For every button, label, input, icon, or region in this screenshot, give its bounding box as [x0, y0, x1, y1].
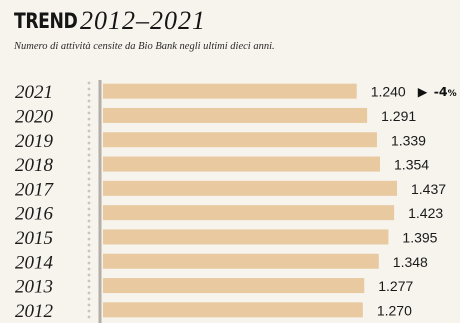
axis-dot: [87, 117, 91, 121]
bar-2017: [103, 180, 397, 196]
bar-series: [103, 83, 397, 318]
axis-dot: [87, 237, 91, 241]
axis-dot: [87, 285, 91, 289]
axis-dot: [87, 183, 91, 187]
axis-dot: [87, 255, 91, 259]
axis-dot: [87, 309, 91, 313]
bar-2015: [103, 229, 389, 245]
axis-dot: [87, 195, 91, 199]
change-annotation: -4%: [434, 84, 457, 99]
axis-dot: [87, 87, 91, 91]
title-years: 2012–2021: [80, 6, 206, 35]
value-label-2014: 1.348: [393, 254, 428, 270]
axis-dot: [87, 93, 91, 97]
axis-dot: [87, 291, 91, 295]
category-label-2018: 2018: [15, 155, 54, 176]
value-label-2016: 1.423: [408, 205, 443, 221]
category-label-2020: 2020: [15, 106, 54, 127]
axis-dot: [87, 249, 91, 253]
axis-dot: [87, 207, 91, 211]
axis-dot: [87, 189, 91, 193]
value-label-2020: 1.291: [381, 108, 416, 124]
bar-2018: [103, 156, 381, 172]
y-axis: [87, 80, 102, 323]
category-label-2017: 2017: [15, 179, 55, 200]
axis-dot: [87, 99, 91, 103]
axis-dot: [87, 153, 91, 157]
axis-dot: [87, 243, 91, 247]
axis-dot: [87, 123, 91, 127]
axis-dot: [87, 105, 91, 109]
axis-dot: [87, 225, 91, 229]
axis-dot: [87, 165, 91, 169]
category-label-2015: 2015: [15, 228, 53, 249]
axis-dot: [87, 141, 91, 145]
axis-dot: [87, 177, 91, 181]
axis-dot: [87, 261, 91, 265]
bar-2020: [103, 107, 368, 123]
change-unit: %: [448, 89, 457, 99]
value-label-2012: 1.270: [377, 302, 412, 318]
bar-2013: [103, 278, 365, 294]
value-label-2017: 1.437: [411, 181, 446, 197]
axis-dot: [87, 201, 91, 205]
axis-dot: [87, 315, 91, 319]
axis-dot: [87, 135, 91, 139]
change-arrow-icon: ▶: [418, 84, 428, 99]
axis-dot: [87, 267, 91, 271]
axis-dot: [87, 159, 91, 163]
category-label-2021: 2021: [15, 82, 53, 103]
bar-2016: [103, 205, 395, 221]
value-label-2013: 1.277: [378, 278, 413, 294]
axis-dot: [87, 81, 91, 85]
axis-dot: [87, 171, 91, 175]
bar-2019: [103, 132, 377, 148]
bar-2014: [103, 253, 379, 269]
bar-2021: [103, 83, 357, 99]
axis-dot: [87, 147, 91, 151]
category-label-2013: 2013: [15, 277, 53, 298]
value-label-2018: 1.354: [394, 157, 429, 173]
category-label-2019: 2019: [15, 131, 54, 152]
value-label-2019: 1.339: [391, 132, 426, 148]
value-label-2021: 1.240: [371, 84, 406, 100]
value-label-2015: 1.395: [402, 229, 437, 245]
chart-title: TREND 2012–2021: [14, 6, 206, 36]
axis-dot: [87, 297, 91, 301]
axis-dot: [87, 129, 91, 133]
chart-subtitle: Numero di attività censite da Bio Bank n…: [14, 41, 275, 52]
category-label-2014: 2014: [15, 252, 54, 273]
category-label-2012: 2012: [15, 301, 54, 322]
axis-dot: [87, 303, 91, 307]
axis-dot: [87, 111, 91, 115]
axis-dot: [87, 279, 91, 283]
axis-dot: [87, 231, 91, 235]
axis-dot: [87, 213, 91, 217]
category-label-2016: 2016: [15, 204, 54, 225]
label-layer: 2021 1.240 ▶ -4% 2020 1.291 2019 1.339 2018 1.354…: [15, 82, 457, 322]
axis-dot: [87, 219, 91, 223]
bar-2012: [103, 302, 363, 318]
axis-dot: [87, 273, 91, 277]
